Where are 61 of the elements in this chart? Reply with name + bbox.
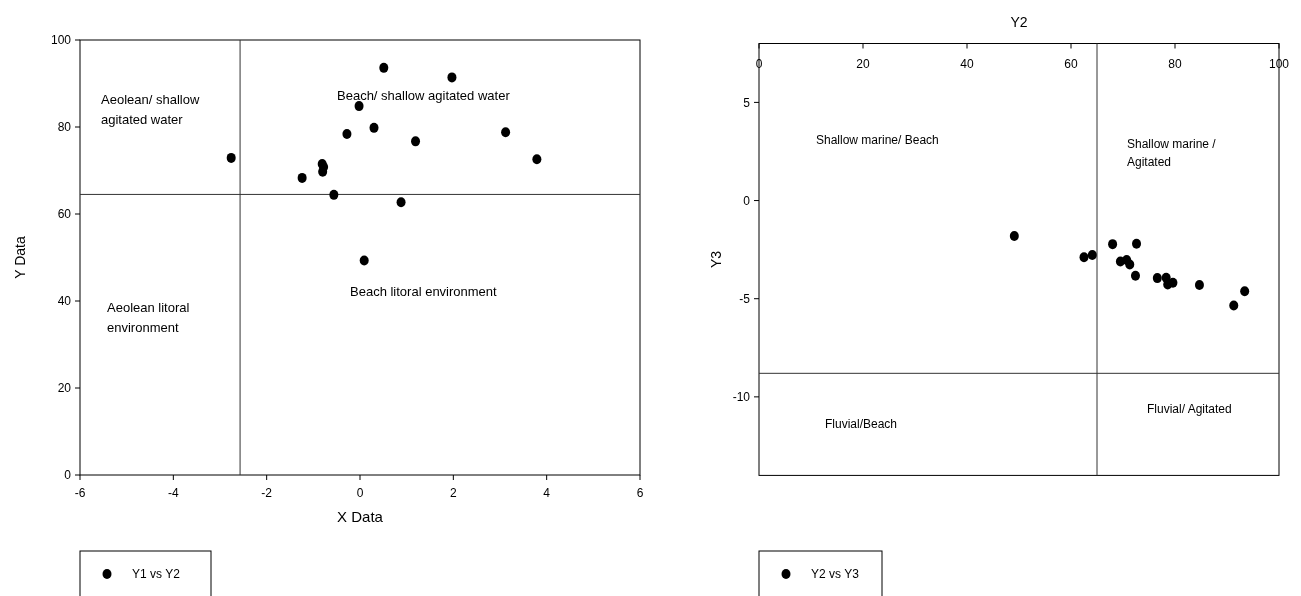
x-tick-label: 0 (755, 56, 763, 71)
point (1229, 300, 1239, 311)
point (1152, 273, 1162, 284)
x-tick-label: 4 (543, 486, 551, 500)
x-tick-label: -6 (74, 486, 86, 500)
point (1087, 249, 1097, 260)
annotation: Aeolean litoral environment (107, 300, 190, 336)
y-tick-label: 20 (57, 381, 72, 396)
x-tick-label: 0 (356, 486, 364, 500)
y-tick-label: 80 (57, 120, 72, 135)
point (354, 101, 364, 112)
legend-label: Y2 vs Y3 (811, 567, 860, 582)
y-tick-label: -10 (732, 390, 751, 405)
y-tick-label: 100 (50, 33, 72, 48)
point (1132, 238, 1142, 249)
annotation: Shallow marine/ Beach (816, 132, 939, 147)
point (1009, 231, 1019, 242)
point (501, 127, 511, 138)
point (532, 154, 542, 165)
annotation: Beach/ shallow agitated water (337, 88, 511, 103)
point (329, 189, 339, 200)
x-tick-label: -4 (168, 486, 179, 500)
y-tick-label: 5 (743, 95, 751, 110)
point (1194, 279, 1204, 290)
y-axis-title: Y3 (708, 250, 724, 269)
y-tick-label: 60 (57, 207, 72, 222)
x-tick-label: 20 (856, 56, 870, 71)
point (447, 72, 457, 83)
point (369, 122, 379, 133)
y-tick-label: 0 (64, 468, 72, 483)
annotation: Shallow marine / Agitated (1127, 136, 1217, 170)
point (1125, 259, 1135, 270)
point (396, 197, 406, 208)
x-tick-label: 80 (1168, 56, 1182, 71)
y-tick-label: -5 (739, 291, 751, 306)
legend-label: Y1 vs Y2 (132, 567, 181, 582)
point (1130, 270, 1140, 281)
point (411, 136, 421, 147)
x-tick-label: 100 (1268, 56, 1290, 71)
annotation: Fluvial/ Agitated (1147, 401, 1232, 416)
point (342, 128, 352, 139)
annotation: Beach litoral environment (350, 284, 498, 299)
x-axis-title: Y2 (1010, 13, 1028, 30)
point (1079, 252, 1089, 263)
x-tick-label: 2 (449, 486, 457, 500)
point (1240, 286, 1250, 297)
y-tick-label: 0 (743, 193, 751, 208)
point (297, 172, 307, 183)
point (226, 152, 236, 163)
annotation: Fluvial/Beach (825, 416, 898, 431)
x-tick-label: 40 (960, 56, 974, 71)
x-tick-label: 60 (1064, 56, 1078, 71)
y-axis-title: Y Data (12, 236, 28, 279)
y-tick-label: 40 (57, 294, 72, 309)
point (379, 62, 389, 73)
point (1108, 239, 1118, 250)
x-axis-title: X Data (337, 508, 384, 525)
annotation: Aeolean/ shallow agitated water (101, 92, 200, 128)
point (359, 255, 369, 266)
x-tick-label: 6 (636, 486, 644, 500)
x-tick-label: -2 (261, 486, 273, 500)
